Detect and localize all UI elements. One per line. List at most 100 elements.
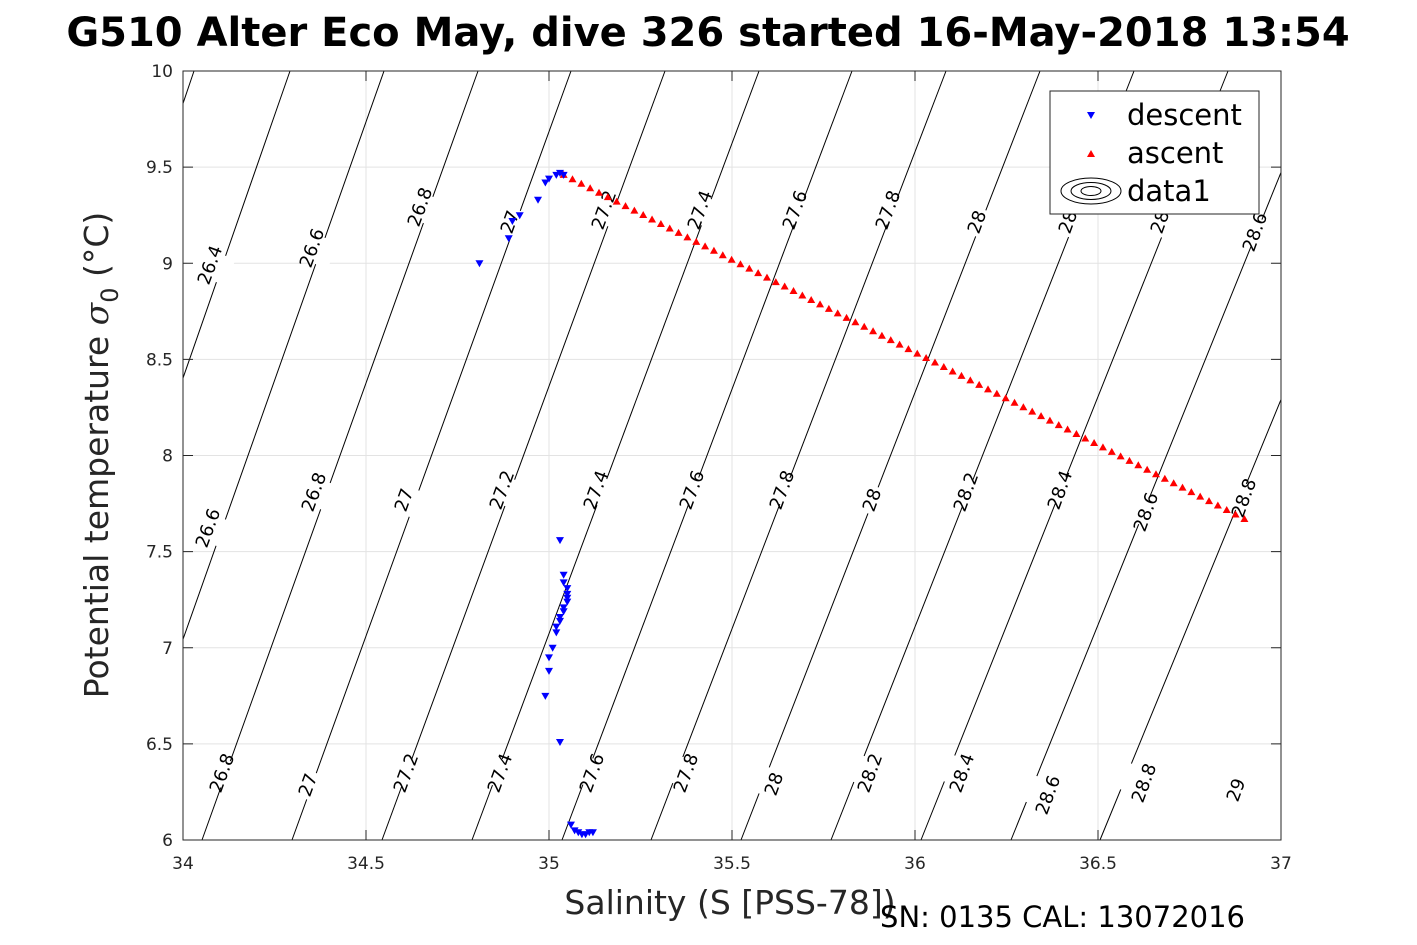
contour-label-mask bbox=[394, 186, 446, 228]
ascent-point bbox=[674, 228, 683, 236]
contour-label-mask bbox=[756, 469, 808, 511]
x-tick-label: 34 bbox=[172, 854, 194, 874]
contour-label-mask bbox=[286, 227, 338, 269]
ascent-point bbox=[568, 175, 577, 183]
x-tick-label: 35 bbox=[538, 854, 560, 874]
ascent-point bbox=[851, 318, 860, 326]
ascent-point bbox=[1063, 425, 1072, 433]
ascent-point bbox=[869, 327, 878, 335]
descent-point bbox=[570, 827, 579, 835]
ascent-point bbox=[904, 345, 913, 353]
density-contour-line bbox=[291, 70, 572, 841]
contour-label-mask bbox=[378, 479, 430, 521]
descent-point bbox=[555, 738, 564, 746]
ascent-point bbox=[895, 340, 904, 348]
descent-point bbox=[552, 623, 561, 631]
contour-label-mask bbox=[566, 752, 618, 794]
ascent-point bbox=[1028, 407, 1037, 415]
contour-label-mask bbox=[748, 763, 800, 805]
ascent-point bbox=[842, 313, 851, 321]
ascent-point bbox=[1196, 492, 1205, 500]
contour-label-mask bbox=[1120, 491, 1172, 533]
contour-label-mask bbox=[666, 469, 718, 511]
contour-label-mask bbox=[1118, 762, 1170, 804]
ascent-point bbox=[833, 309, 842, 317]
ascent-point bbox=[762, 273, 771, 281]
contour-label-mask bbox=[476, 469, 528, 511]
ascent-point bbox=[1116, 452, 1125, 460]
contour-label-mask bbox=[196, 752, 248, 794]
descent-point bbox=[504, 235, 513, 243]
ascent-point bbox=[1090, 438, 1099, 446]
ascent-point bbox=[780, 282, 789, 290]
ascent-point bbox=[612, 197, 621, 205]
ascent-point bbox=[1001, 394, 1010, 402]
ascent-point bbox=[1231, 510, 1240, 518]
legend-contour-icon bbox=[1060, 177, 1122, 205]
ascent-point bbox=[930, 358, 939, 366]
descent-point bbox=[559, 171, 568, 179]
ascent-point bbox=[957, 371, 966, 379]
contour-label-mask bbox=[184, 244, 236, 286]
ascent-series bbox=[559, 170, 1249, 522]
ascent-point bbox=[1054, 421, 1063, 429]
ascent-point bbox=[992, 389, 1001, 397]
ascent-point bbox=[913, 349, 922, 357]
descent-point bbox=[559, 579, 568, 587]
descent-point bbox=[559, 608, 568, 616]
density-contour-line bbox=[182, 70, 291, 379]
contour-label-mask bbox=[1210, 769, 1262, 811]
contour-label-mask bbox=[1218, 477, 1270, 519]
contour-label-mask bbox=[951, 201, 1003, 243]
descent-point bbox=[559, 571, 568, 579]
ascent-point bbox=[1019, 403, 1028, 411]
y-axis-title-main: Potential temperature bbox=[77, 325, 116, 698]
descent-point bbox=[555, 613, 564, 621]
ascent-point bbox=[1045, 416, 1054, 424]
ascent-point bbox=[860, 322, 869, 330]
density-contour-line bbox=[182, 70, 385, 640]
ascent-point bbox=[824, 304, 833, 312]
ascent-point bbox=[656, 219, 665, 227]
y-axis-title-subscript: 0 bbox=[96, 287, 124, 302]
x-tick-label: 36.5 bbox=[1079, 854, 1117, 874]
contour-label-mask bbox=[578, 189, 630, 231]
contour-label-mask bbox=[862, 189, 914, 231]
contour-label-mask bbox=[769, 189, 821, 231]
y-tick-label: 8 bbox=[162, 447, 173, 467]
y-axis-title: Potential temperature σ0 (°C) bbox=[77, 212, 124, 699]
descent-point bbox=[555, 537, 564, 545]
ascent-point bbox=[1169, 479, 1178, 487]
contour-label-mask bbox=[660, 752, 712, 794]
ascent-point bbox=[709, 246, 718, 254]
ascent-point bbox=[1134, 461, 1143, 469]
ascent-point bbox=[683, 233, 692, 241]
density-contour-line bbox=[740, 70, 1041, 841]
legend-box bbox=[1049, 90, 1260, 215]
ascent-point bbox=[1178, 483, 1187, 491]
ascent-point bbox=[630, 206, 639, 214]
descent-point bbox=[588, 829, 597, 837]
contour-label-mask bbox=[182, 507, 234, 549]
legend-descent-label: descent bbox=[1127, 98, 1242, 132]
descent-point bbox=[555, 169, 564, 177]
descent-point bbox=[545, 667, 553, 675]
density-contour-line bbox=[381, 70, 666, 841]
ascent-point bbox=[727, 255, 736, 263]
density-contour-line bbox=[182, 70, 195, 104]
ascent-point bbox=[1081, 434, 1090, 442]
ascent-point bbox=[984, 385, 993, 393]
contour-label-mask bbox=[844, 752, 896, 794]
descent-point bbox=[563, 585, 572, 593]
ascent-point bbox=[816, 300, 825, 308]
contour-label-mask bbox=[1229, 211, 1281, 253]
ascent-point bbox=[975, 380, 984, 388]
contour-label-mask bbox=[1034, 469, 1086, 511]
contour-label-mask bbox=[936, 752, 988, 794]
ascent-point bbox=[736, 260, 745, 268]
descent-point bbox=[563, 598, 572, 606]
ascent-point bbox=[1160, 474, 1169, 482]
ascent-point bbox=[586, 184, 595, 192]
y-axis-title-symbol: σ bbox=[77, 301, 116, 325]
y-tick-label: 8.5 bbox=[146, 350, 173, 370]
